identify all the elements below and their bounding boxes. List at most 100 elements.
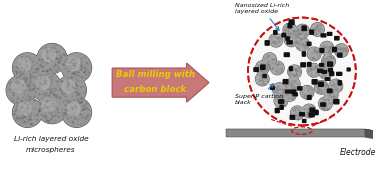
Circle shape	[62, 53, 91, 82]
Circle shape	[36, 76, 50, 89]
FancyBboxPatch shape	[302, 119, 306, 123]
Circle shape	[296, 25, 309, 37]
Circle shape	[256, 73, 268, 85]
FancyBboxPatch shape	[314, 110, 318, 115]
Text: microspheres: microspheres	[26, 147, 76, 153]
Circle shape	[37, 94, 67, 124]
FancyBboxPatch shape	[302, 26, 306, 30]
FancyBboxPatch shape	[310, 108, 314, 112]
FancyBboxPatch shape	[290, 67, 293, 70]
Circle shape	[18, 57, 31, 71]
FancyBboxPatch shape	[285, 90, 291, 93]
Circle shape	[12, 98, 42, 127]
FancyBboxPatch shape	[312, 80, 317, 84]
FancyBboxPatch shape	[282, 33, 286, 37]
Circle shape	[335, 44, 348, 57]
Polygon shape	[226, 129, 365, 137]
Circle shape	[62, 80, 75, 93]
Circle shape	[31, 71, 61, 101]
Circle shape	[271, 61, 284, 75]
FancyBboxPatch shape	[321, 34, 326, 37]
FancyBboxPatch shape	[328, 69, 332, 72]
FancyBboxPatch shape	[263, 75, 266, 78]
FancyBboxPatch shape	[280, 105, 283, 109]
Circle shape	[287, 78, 299, 90]
Circle shape	[322, 55, 335, 67]
Polygon shape	[226, 129, 376, 131]
FancyBboxPatch shape	[274, 31, 277, 34]
Text: Li-rich layered oxide: Li-rich layered oxide	[14, 136, 88, 142]
Circle shape	[13, 53, 42, 82]
FancyBboxPatch shape	[271, 86, 274, 89]
Circle shape	[273, 83, 286, 96]
Circle shape	[311, 23, 324, 36]
Circle shape	[11, 80, 25, 93]
FancyBboxPatch shape	[302, 52, 305, 56]
FancyBboxPatch shape	[334, 100, 339, 104]
FancyBboxPatch shape	[307, 42, 311, 45]
Circle shape	[291, 106, 304, 119]
Text: Electrode: Electrode	[339, 148, 376, 157]
FancyBboxPatch shape	[291, 90, 296, 94]
Circle shape	[18, 102, 31, 115]
Circle shape	[285, 33, 298, 46]
Circle shape	[271, 62, 284, 74]
Circle shape	[13, 98, 42, 127]
FancyBboxPatch shape	[318, 69, 322, 72]
Circle shape	[301, 86, 313, 98]
FancyBboxPatch shape	[320, 64, 324, 66]
Circle shape	[284, 24, 296, 36]
FancyBboxPatch shape	[319, 82, 323, 86]
Circle shape	[273, 83, 286, 96]
FancyBboxPatch shape	[297, 87, 302, 90]
Circle shape	[38, 44, 66, 73]
Circle shape	[320, 41, 333, 55]
Circle shape	[308, 48, 320, 60]
Circle shape	[42, 48, 56, 62]
FancyBboxPatch shape	[327, 89, 332, 93]
FancyBboxPatch shape	[338, 53, 342, 57]
Circle shape	[248, 18, 356, 125]
Circle shape	[329, 79, 342, 93]
Circle shape	[288, 66, 301, 78]
FancyBboxPatch shape	[335, 37, 339, 40]
Polygon shape	[365, 129, 376, 139]
FancyBboxPatch shape	[347, 68, 350, 71]
Circle shape	[296, 38, 309, 50]
Circle shape	[285, 34, 297, 46]
Circle shape	[263, 53, 276, 66]
FancyBboxPatch shape	[320, 49, 324, 52]
Circle shape	[62, 53, 91, 83]
Circle shape	[67, 57, 80, 71]
FancyBboxPatch shape	[307, 95, 311, 99]
FancyBboxPatch shape	[288, 24, 292, 28]
Circle shape	[288, 65, 301, 79]
FancyBboxPatch shape	[328, 62, 333, 66]
Circle shape	[6, 75, 36, 105]
Circle shape	[321, 42, 333, 54]
FancyBboxPatch shape	[330, 72, 334, 76]
FancyBboxPatch shape	[279, 100, 284, 103]
Circle shape	[307, 47, 321, 61]
Circle shape	[307, 64, 321, 77]
Circle shape	[319, 66, 332, 78]
FancyBboxPatch shape	[293, 93, 297, 96]
FancyBboxPatch shape	[261, 65, 265, 69]
Circle shape	[37, 44, 67, 73]
Circle shape	[256, 61, 269, 74]
FancyBboxPatch shape	[275, 108, 279, 113]
Circle shape	[330, 80, 342, 92]
Circle shape	[319, 65, 332, 79]
FancyBboxPatch shape	[286, 37, 289, 40]
Circle shape	[275, 95, 287, 107]
FancyBboxPatch shape	[301, 63, 305, 67]
Circle shape	[335, 44, 348, 57]
Circle shape	[42, 98, 56, 112]
Circle shape	[62, 98, 91, 127]
FancyBboxPatch shape	[284, 53, 289, 56]
Circle shape	[311, 23, 324, 36]
Circle shape	[38, 94, 66, 123]
Circle shape	[308, 64, 320, 76]
Circle shape	[303, 105, 315, 117]
Text: Super-P carbon
black: Super-P carbon black	[235, 84, 283, 105]
